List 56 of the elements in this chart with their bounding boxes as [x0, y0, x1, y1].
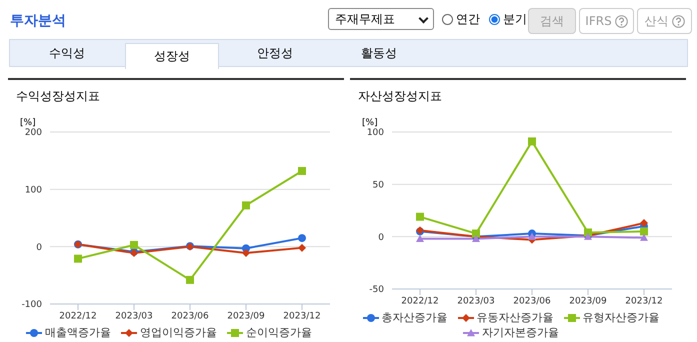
text: 수익성	[48, 44, 86, 62]
y-tick-label: 0	[378, 232, 384, 243]
point	[472, 230, 480, 238]
point	[640, 227, 648, 236]
x-tick-label: 2023/09	[569, 296, 607, 306]
y-tick-label: -100	[22, 300, 42, 310]
point	[298, 244, 306, 252]
y-tick-label: 200	[24, 128, 42, 138]
legend-label: 유동자산증가율	[476, 311, 554, 325]
point	[298, 234, 306, 242]
text: 성장성	[125, 43, 219, 69]
legend-label: 자기자본증가율	[481, 326, 559, 340]
point	[74, 254, 82, 263]
point	[186, 276, 194, 284]
legend-label: 매출액증가율	[44, 326, 111, 340]
x-tick-label: 2023/06	[171, 311, 209, 322]
y-tick-label: 50	[372, 180, 384, 191]
y-axis-title: [%]	[362, 118, 378, 128]
x-tick-label: 2023/03	[457, 296, 495, 306]
point	[242, 248, 250, 257]
point	[130, 240, 138, 249]
point	[640, 219, 648, 228]
y-axis-title: [%]	[20, 118, 36, 128]
x-tick-label: 2023/03	[115, 311, 153, 322]
point	[416, 212, 424, 221]
y-tick-label: -50	[369, 285, 384, 296]
y-tick-label: 100	[24, 186, 42, 196]
text: IFRS	[579, 8, 634, 34]
x-tick-label: 2023/12	[625, 296, 663, 306]
x-tick-label: 2022/12	[59, 311, 97, 322]
text: 분기	[503, 12, 527, 26]
point	[640, 234, 648, 241]
chart-title: 수익성장성지표	[16, 88, 100, 105]
point	[242, 201, 250, 210]
text: 투자분석	[10, 12, 66, 30]
text: 검색	[528, 8, 576, 34]
x-tick-label: 2023/06	[513, 296, 551, 306]
legend-label: 유형자산증가율	[582, 311, 660, 325]
y-tick-label: 0	[36, 242, 42, 253]
x-tick-label: 2023/12	[283, 311, 321, 322]
chart-title: 자산성장성지표	[358, 88, 442, 105]
x-tick-label: 2022/12	[401, 296, 439, 306]
point	[528, 137, 536, 146]
text: 활동성	[360, 44, 398, 62]
point	[528, 232, 536, 240]
text: 주재무제표	[328, 8, 434, 30]
legend-label: 총자산증가율	[380, 311, 448, 325]
text: 연간	[456, 12, 480, 26]
point	[298, 166, 306, 175]
text: 산식	[637, 8, 692, 34]
text: 안정성	[256, 44, 294, 62]
legend-label: 순이익증가율	[245, 326, 312, 340]
legend-label: 영업이익증가율	[139, 326, 217, 340]
y-tick-label: 100	[366, 128, 384, 138]
point	[416, 234, 424, 242]
x-tick-label: 2023/09	[227, 311, 265, 322]
